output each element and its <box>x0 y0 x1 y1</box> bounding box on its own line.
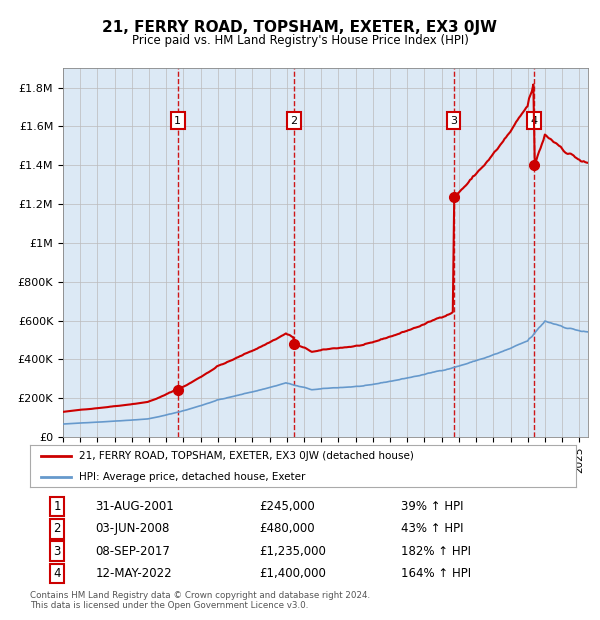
Text: 08-SEP-2017: 08-SEP-2017 <box>95 545 170 558</box>
Text: 182% ↑ HPI: 182% ↑ HPI <box>401 545 471 558</box>
Text: 39% ↑ HPI: 39% ↑ HPI <box>401 500 464 513</box>
Text: 03-JUN-2008: 03-JUN-2008 <box>95 523 170 536</box>
Text: 21, FERRY ROAD, TOPSHAM, EXETER, EX3 0JW: 21, FERRY ROAD, TOPSHAM, EXETER, EX3 0JW <box>103 20 497 35</box>
Text: £1,235,000: £1,235,000 <box>259 545 326 558</box>
Text: 3: 3 <box>53 545 61 558</box>
Text: 1: 1 <box>53 500 61 513</box>
Text: 21, FERRY ROAD, TOPSHAM, EXETER, EX3 0JW (detached house): 21, FERRY ROAD, TOPSHAM, EXETER, EX3 0JW… <box>79 451 414 461</box>
Text: 4: 4 <box>530 115 538 126</box>
Text: 12-MAY-2022: 12-MAY-2022 <box>95 567 172 580</box>
Text: 2: 2 <box>290 115 298 126</box>
Text: £1,400,000: £1,400,000 <box>259 567 326 580</box>
Text: 1: 1 <box>174 115 181 126</box>
Text: 43% ↑ HPI: 43% ↑ HPI <box>401 523 464 536</box>
Text: £480,000: £480,000 <box>259 523 315 536</box>
Text: Price paid vs. HM Land Registry's House Price Index (HPI): Price paid vs. HM Land Registry's House … <box>131 34 469 47</box>
Text: 2: 2 <box>53 523 61 536</box>
Text: £245,000: £245,000 <box>259 500 315 513</box>
Text: 4: 4 <box>53 567 61 580</box>
Text: 164% ↑ HPI: 164% ↑ HPI <box>401 567 472 580</box>
Text: Contains HM Land Registry data © Crown copyright and database right 2024.
This d: Contains HM Land Registry data © Crown c… <box>30 591 370 610</box>
Text: HPI: Average price, detached house, Exeter: HPI: Average price, detached house, Exet… <box>79 472 305 482</box>
Text: 3: 3 <box>450 115 457 126</box>
Text: 31-AUG-2001: 31-AUG-2001 <box>95 500 174 513</box>
